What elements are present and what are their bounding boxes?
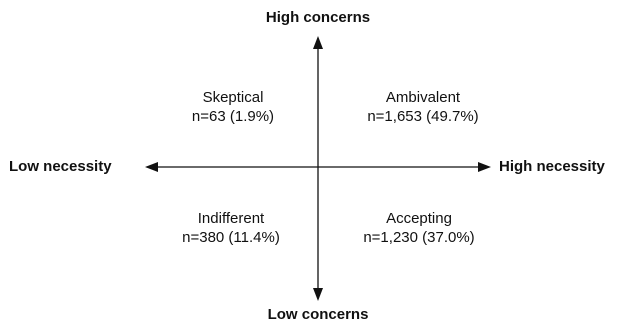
axis-label-high-necessity: High necessity <box>499 158 605 175</box>
arrow-down-icon <box>313 288 323 301</box>
axis-label-high-concerns: High concerns <box>265 9 371 26</box>
quadrant-count: n=63 (1.9%) <box>191 108 275 125</box>
quadrant-count: n=1,230 (37.0%) <box>363 229 475 246</box>
quadrant-count: n=1,653 (49.7%) <box>367 108 479 125</box>
arrow-right-icon <box>478 162 491 172</box>
quadrant-ambivalent: Ambivalent n=1,653 (49.7%) <box>338 88 508 126</box>
axis-label-low-concerns: Low concerns <box>267 306 369 323</box>
quadrant-name: Indifferent <box>197 210 265 227</box>
quadrant-indifferent: Indifferent n=380 (11.4%) <box>146 209 316 247</box>
quadrant-name: Ambivalent <box>385 89 461 106</box>
quadrant-name: Accepting <box>386 210 452 227</box>
arrow-left-icon <box>145 162 158 172</box>
quadrant-count: n=380 (11.4%) <box>182 229 280 246</box>
quadrant-name: Skeptical <box>202 89 264 106</box>
quadrant-accepting: Accepting n=1,230 (37.0%) <box>334 209 504 247</box>
quadrant-skeptical: Skeptical n=63 (1.9%) <box>148 88 318 126</box>
axis-label-low-necessity: Low necessity <box>9 158 112 175</box>
arrow-up-icon <box>313 36 323 49</box>
